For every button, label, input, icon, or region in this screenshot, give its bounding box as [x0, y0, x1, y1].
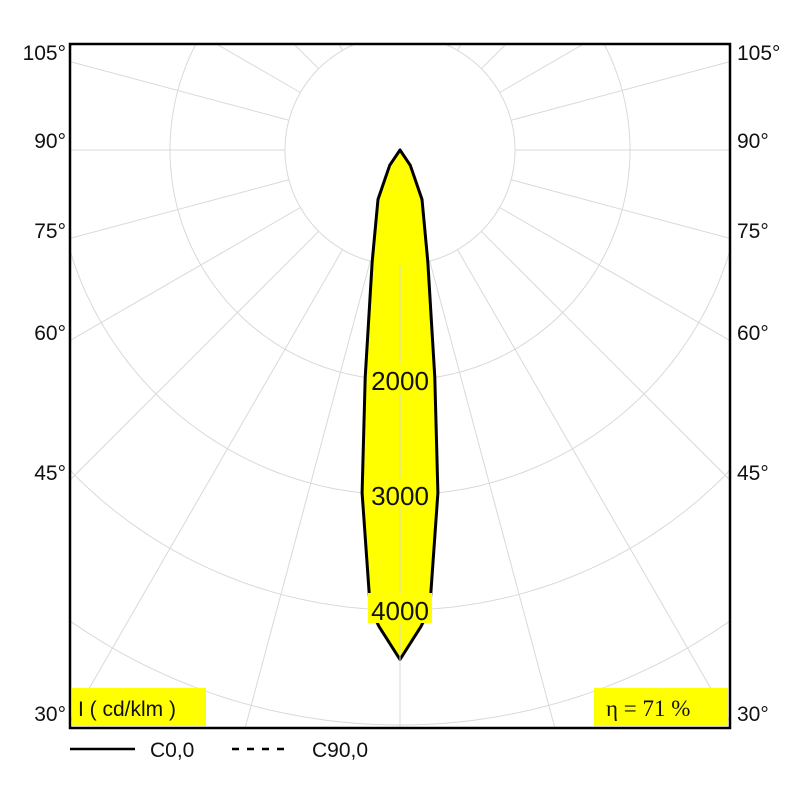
angle-label-right: 45° [737, 462, 769, 485]
angle-label-left: 30° [34, 703, 66, 726]
angle-label-right: 75° [737, 220, 769, 243]
grid-radial-line [293, 44, 320, 70]
angle-label-left: 75° [34, 220, 66, 243]
angle-label-left: 45° [34, 462, 66, 485]
grid-radial-line [70, 179, 290, 239]
grid-radial-line [429, 260, 556, 728]
angle-label-right: 60° [737, 322, 769, 345]
angle-label-left: 105° [23, 42, 66, 65]
chart-frame [68, 42, 732, 730]
grid-radial-line [499, 207, 730, 341]
grid-radial-line [510, 179, 730, 239]
grid-radial-line [70, 207, 301, 341]
unit-label: I ( cd/klm ) [78, 698, 176, 721]
grid-radial-line [510, 61, 730, 121]
radial-tick-bg [368, 593, 432, 623]
grid-radial-line [216, 44, 301, 93]
efficiency-label: η = 71 % [606, 696, 690, 721]
angle-label-right: 105° [737, 42, 780, 65]
grid-radial-line [244, 260, 371, 728]
grid-radial-line [70, 61, 290, 121]
grid-radial-line [499, 44, 584, 93]
radial-tick-bg [368, 478, 432, 508]
radial-tick-bg [368, 363, 432, 393]
grid-radial-line [70, 249, 343, 722]
grid-radial-line [480, 44, 507, 70]
angle-label-right: 30° [737, 703, 769, 726]
grid-radial-line [70, 230, 320, 481]
radial-tick-label: 2000 [371, 366, 429, 396]
radial-tick-label: 3000 [371, 481, 429, 511]
legend-c90: C90,0 [312, 739, 368, 762]
angle-label-right: 90° [737, 130, 769, 153]
grid-radial-line [480, 230, 730, 481]
unit-label-bg [72, 688, 206, 726]
grid-radial-line [457, 249, 730, 722]
legend-c0: C0,0 [150, 739, 194, 762]
angle-label-left: 90° [34, 130, 66, 153]
angle-label-left: 60° [34, 322, 66, 345]
radial-tick-label: 4000 [371, 596, 429, 626]
efficiency-label-bg [594, 688, 728, 726]
